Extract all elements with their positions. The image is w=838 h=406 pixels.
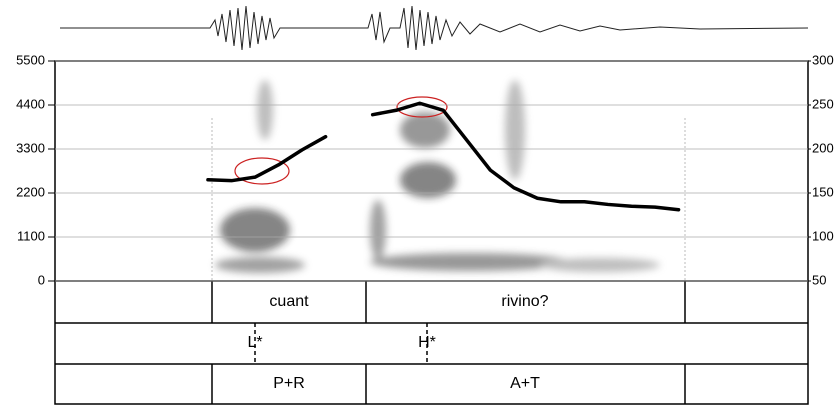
y2-tick-label: 50 (812, 272, 826, 287)
tier-label: P+R (273, 375, 305, 392)
y2-tick-label: 100 (812, 228, 834, 243)
y-tick-label: 5500 (16, 52, 45, 67)
y-tick-label: 3300 (16, 140, 45, 155)
y-tick-label: 4400 (16, 96, 45, 111)
y2-tick-label: 250 (812, 96, 834, 111)
tier-label: cuant (269, 293, 309, 310)
tier-label: A+T (510, 375, 540, 392)
tier-label: rivino? (501, 293, 548, 310)
y2-tick-label: 200 (812, 140, 834, 155)
y-tick-label: 2200 (16, 184, 45, 199)
y-tick-label: 0 (38, 272, 45, 287)
y2-tick-label: 300 (812, 52, 834, 67)
waveform (60, 5, 809, 51)
highlight (234, 157, 290, 185)
y-tick-label: 1100 (17, 228, 45, 243)
tier-label: H* (418, 334, 436, 351)
y2-tick-label: 150 (812, 184, 834, 199)
pitch-contour (206, 101, 681, 212)
highlight (396, 96, 448, 118)
frame (54, 60, 809, 405)
tier-label: L* (247, 334, 262, 351)
